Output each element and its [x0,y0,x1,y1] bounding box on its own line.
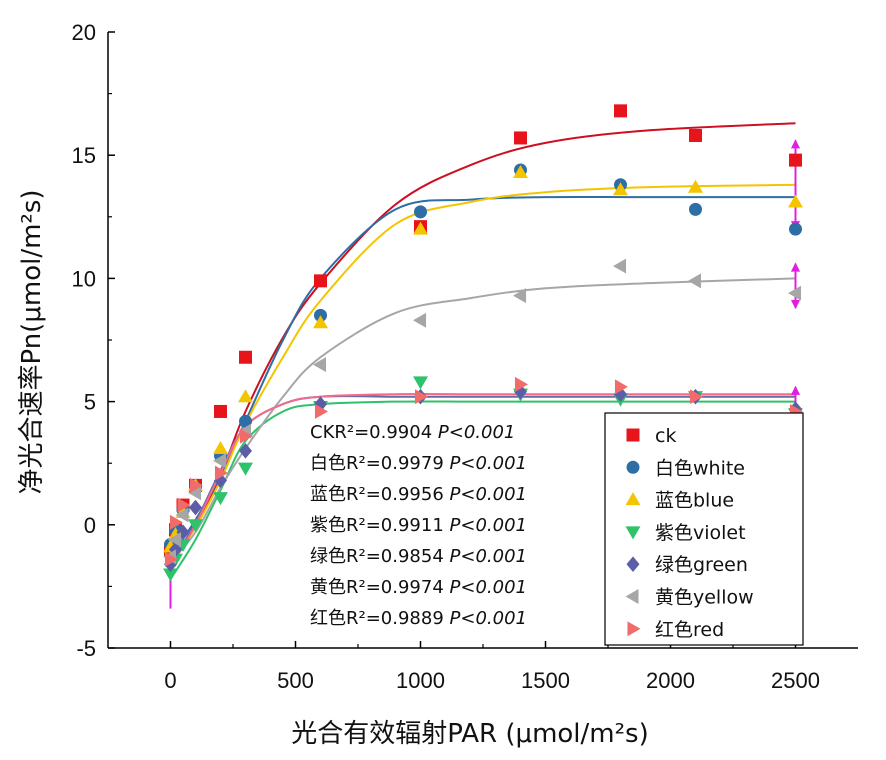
data-point [413,312,427,328]
legend-label: 绿色green [655,554,748,576]
data-point [314,403,328,419]
x-tick-label: 2500 [771,668,820,693]
data-point [413,221,428,235]
data-point [414,389,428,405]
axes-layer: 0 500 1000 1500 2000 2500 -5 0 5 10 15 20 [72,20,858,693]
data-point [314,274,327,288]
legend-marker [625,526,641,540]
data-point [789,153,802,167]
data-point [189,499,202,516]
data-point [189,477,203,493]
r2-annotation: CKR²=0.9904 P<0.001 [310,422,515,443]
legend-label: 白色white [655,457,745,479]
data-point [164,551,178,567]
data-point [239,443,252,459]
data-point [214,404,227,418]
data-point [213,453,227,469]
legend-marker [626,556,640,572]
data-point [414,205,427,219]
y-tick-label: 5 [84,390,96,415]
x-axis-title: 光合有效辐射PAR (μmol/m²s) [291,719,648,749]
x-tick-label: 1500 [521,668,570,693]
data-point [788,194,803,208]
r2-annotation: 白色R²=0.9979 P<0.001 [310,453,527,474]
data-point [239,350,252,364]
error-cap-top [791,139,800,149]
x-tick-label: 500 [277,668,314,693]
r2-annotation: 紫色R²=0.9911 P<0.001 [310,515,527,536]
legend-label: 黄色yellow [655,587,754,609]
data-point [688,179,703,193]
legend-label: 蓝色blue [655,490,734,512]
data-point [169,514,183,530]
legend-marker [625,492,641,506]
data-point [688,273,702,289]
r2-annotation: 绿色R²=0.9854 P<0.001 [310,546,527,567]
x-tick-label: 1000 [396,668,445,693]
data-point [514,131,527,145]
data-point [238,389,253,403]
data-point [314,396,327,412]
data-point [188,485,202,501]
y-tick-label: 15 [72,143,96,168]
data-point [188,519,203,533]
data-point [689,128,702,142]
legend-marker [627,621,641,637]
legend-label: ck [655,425,676,447]
data-point [213,440,228,454]
data-point [614,386,627,403]
y-tick-label: -5 [76,636,96,661]
data-point [614,379,628,395]
data-point [413,376,428,390]
error-cap-top [791,262,800,272]
data-point [789,222,802,236]
data-point [177,497,191,513]
y-tick-label: 20 [72,20,96,45]
data-point [514,376,528,392]
data-point [214,465,228,481]
legend-label: 紫色violet [655,522,746,544]
legend-marker [625,589,639,604]
x-tick-label: 2000 [646,668,695,693]
data-point [689,389,703,405]
data-point [168,532,182,548]
legend-marker [626,428,640,442]
data-point [164,556,177,573]
r2-annotation: 红色R²=0.9889 P<0.001 [310,608,527,629]
error-cap-bottom [791,299,800,310]
legend: ck 白色white 蓝色blue 紫色violet 绿色green 黄色yellow 红色… [604,412,804,646]
data-point [513,164,528,178]
x-tick-label: 0 [164,668,176,693]
data-point [175,507,189,523]
data-point [239,414,252,428]
data-point [313,357,327,373]
y-axis-title: 净光合速率Pn(μmol/m²s) [17,189,47,494]
data-point [213,492,228,506]
legend-marker [626,460,640,474]
r2-annotation: 蓝色R²=0.9956 P<0.001 [310,484,527,505]
data-point [513,288,527,304]
data-point [313,315,328,329]
data-point [788,285,802,301]
y-tick-label: 10 [72,266,96,291]
annotation-layer: CKR²=0.9904 P<0.001 白色R²=0.9979 P<0.001 蓝色… [310,422,527,629]
data-point [239,428,253,444]
data-point [176,524,190,540]
data-point [689,202,702,216]
legend-label: 红色red [655,619,724,641]
data-point [163,568,178,582]
y-tick-label: 0 [84,513,96,538]
error-cap-top [791,385,800,396]
data-point [614,104,627,118]
r2-annotation: 黄色R²=0.9974 P<0.001 [310,577,527,598]
fit-curve [169,277,796,563]
data-point [613,258,627,274]
data-point [238,462,253,476]
data-point [613,182,628,196]
